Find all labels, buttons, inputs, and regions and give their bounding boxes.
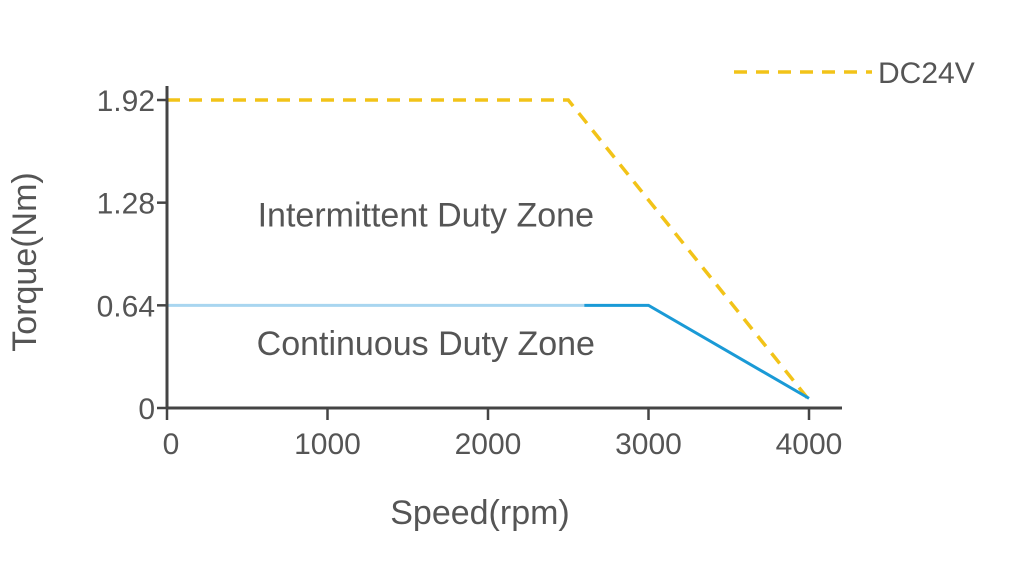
- x-tick-label-0: 0: [163, 428, 180, 461]
- x-tick-label-4000: 4000: [776, 428, 843, 461]
- y-tick-label-1.92: 1.92: [97, 85, 155, 118]
- axis-layer: 0 1000 2000 3000 4000 0 0.64 1.28 1.92: [97, 85, 843, 461]
- annotation-layer: Intermittent Duty Zone Continuous Duty Zo…: [257, 197, 595, 363]
- x-tick-label-1000: 1000: [294, 428, 361, 461]
- y-tick-label-1.28: 1.28: [97, 188, 155, 221]
- series-line-dc24v: [167, 98, 811, 402]
- series-layer: [167, 98, 811, 402]
- continuous-zone-label: Continuous Duty Zone: [257, 325, 595, 363]
- x-tick-label-2000: 2000: [455, 428, 522, 461]
- legend-label-dc24v: DC24V: [878, 57, 975, 90]
- legend: DC24V: [734, 57, 975, 90]
- x-axis-title: Speed(rpm): [390, 494, 570, 532]
- continuous-line-segment: [584, 303, 810, 400]
- y-axis-title: Torque(Nm): [6, 172, 44, 351]
- y-tick-label-0.64: 0.64: [97, 290, 155, 323]
- x-tick-label-3000: 3000: [615, 428, 682, 461]
- y-tick-label-0: 0: [138, 393, 155, 426]
- intermittent-zone-label: Intermittent Duty Zone: [258, 197, 594, 235]
